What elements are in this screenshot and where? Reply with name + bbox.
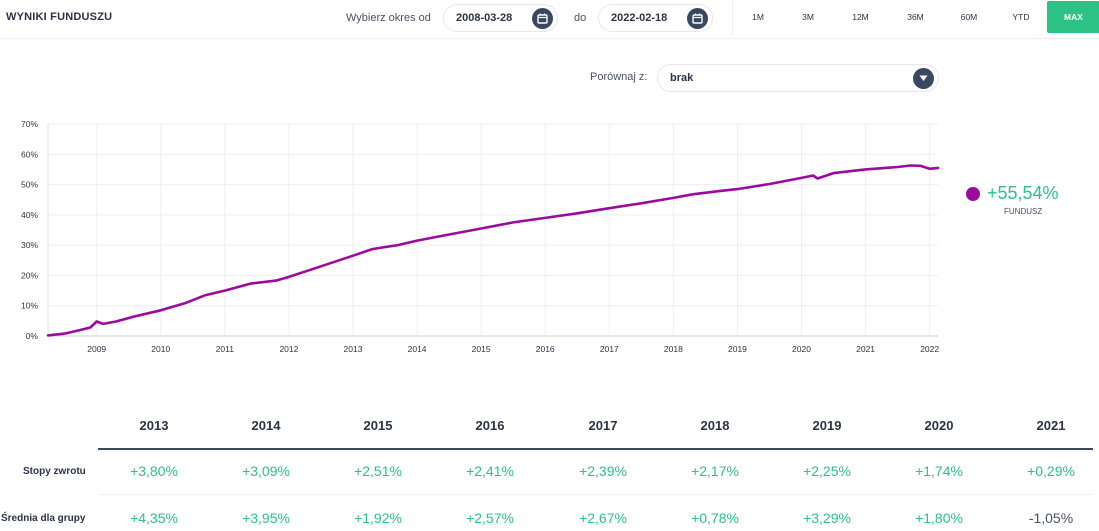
period-selector: 1M 3M 12M 36M 60M YTD MAX — [732, 0, 1099, 36]
range-to-label: do — [574, 12, 587, 24]
return-value: +2,25% — [803, 463, 851, 479]
x-tick-label: 2016 — [536, 344, 555, 354]
date-to-value: 2022-02-18 — [611, 12, 668, 24]
y-tick-label: 20% — [21, 270, 38, 280]
return-value: +2,39% — [579, 463, 627, 479]
x-tick-label: 2009 — [87, 344, 106, 354]
x-tick-label: 2022 — [920, 344, 939, 354]
group-average-value: +3,95% — [242, 510, 290, 526]
year-header: 2018 — [700, 418, 730, 433]
return-value: +2,51% — [354, 463, 402, 479]
year-header: 2014 — [251, 418, 281, 433]
year-header: 2016 — [475, 418, 505, 433]
year-header: 2021 — [1036, 418, 1066, 433]
return-value: +3,09% — [242, 463, 290, 479]
row-label-returns: Stopy zwrotu — [23, 466, 86, 477]
x-tick-label: 2018 — [664, 344, 683, 354]
x-tick-label: 2010 — [151, 344, 170, 354]
year-header: 2013 — [139, 418, 169, 433]
fund-performance-chart: 0% 10% 20% 30% 40% 50% 60% 70% 2009 2010 2011 2012 2… — [21, 119, 940, 354]
period-button-ytd[interactable]: YTD — [1012, 12, 1030, 22]
x-tick-label: 2017 — [600, 344, 619, 354]
year-header: 2017 — [588, 418, 618, 433]
top-bar: WYNIKI FUNDUSZU Wybierz okres od 2008-03… — [0, 0, 1099, 39]
row-divider — [98, 494, 1093, 495]
period-button-36m[interactable]: 36M — [907, 12, 924, 22]
year-header: 2020 — [924, 418, 954, 433]
x-tick-label: 2021 — [856, 344, 875, 354]
x-tick-label: 2012 — [279, 344, 298, 354]
compare-select[interactable]: brak — [657, 64, 939, 92]
range-from-label: Wybierz okres od — [346, 12, 431, 24]
legend-value: +55,54% — [987, 183, 1059, 203]
y-tick-label: 60% — [21, 149, 38, 159]
calendar-icon[interactable] — [687, 8, 708, 29]
return-value: +3,80% — [130, 463, 178, 479]
x-tick-label: 2020 — [792, 344, 811, 354]
calendar-icon[interactable] — [532, 8, 553, 29]
return-value: +2,17% — [691, 463, 739, 479]
y-tick-label: 70% — [21, 119, 38, 129]
group-average-value: +2,67% — [579, 510, 627, 526]
legend-series-name: FUNDUSZ — [1004, 207, 1043, 216]
group-average-value: +1,92% — [354, 510, 402, 526]
y-tick-label: 30% — [21, 240, 38, 250]
y-tick-label: 40% — [21, 210, 38, 220]
period-button-max[interactable]: MAX — [1047, 1, 1099, 33]
return-value: +1,74% — [915, 463, 963, 479]
row-label-group-average: Średnia dla grupy — [1, 513, 86, 524]
year-header: 2015 — [363, 418, 393, 433]
group-average-value: +1,80% — [915, 510, 963, 526]
page-title: WYNIKI FUNDUSZU — [6, 11, 113, 23]
compare-value: brak — [670, 72, 694, 84]
legend-dot — [966, 187, 980, 201]
date-from-field[interactable]: 2008-03-28 — [443, 4, 558, 32]
group-average-value: +2,57% — [466, 510, 514, 526]
table-header-divider — [98, 448, 1093, 450]
date-from-value: 2008-03-28 — [456, 12, 513, 24]
period-button-1m[interactable]: 1M — [752, 12, 764, 22]
series-line-fundusz — [46, 164, 940, 337]
y-tick-label: 10% — [21, 301, 38, 311]
period-button-3m[interactable]: 3M — [802, 12, 814, 22]
x-tick-label: 2013 — [344, 344, 363, 354]
date-to-field[interactable]: 2022-02-18 — [598, 4, 713, 32]
group-average-value: +0,78% — [691, 510, 739, 526]
x-tick-label: 2011 — [216, 344, 235, 354]
group-average-value: +3,29% — [803, 510, 851, 526]
group-average-value: -1,05% — [1028, 510, 1074, 526]
group-average-value: +4,35% — [130, 510, 178, 526]
chevron-down-icon[interactable] — [913, 68, 934, 89]
x-tick-label: 2015 — [472, 344, 491, 354]
return-value: +0,29% — [1027, 463, 1075, 479]
period-button-12m[interactable]: 12M — [852, 12, 869, 22]
y-tick-label: 0% — [26, 331, 39, 341]
compare-label: Porównaj z: — [590, 71, 648, 83]
period-button-60m[interactable]: 60M — [960, 12, 978, 22]
year-header: 2019 — [812, 418, 842, 433]
x-tick-label: 2019 — [728, 344, 747, 354]
y-tick-label: 50% — [21, 180, 38, 190]
return-value: +2,41% — [466, 463, 514, 479]
x-tick-label: 2014 — [408, 344, 427, 354]
